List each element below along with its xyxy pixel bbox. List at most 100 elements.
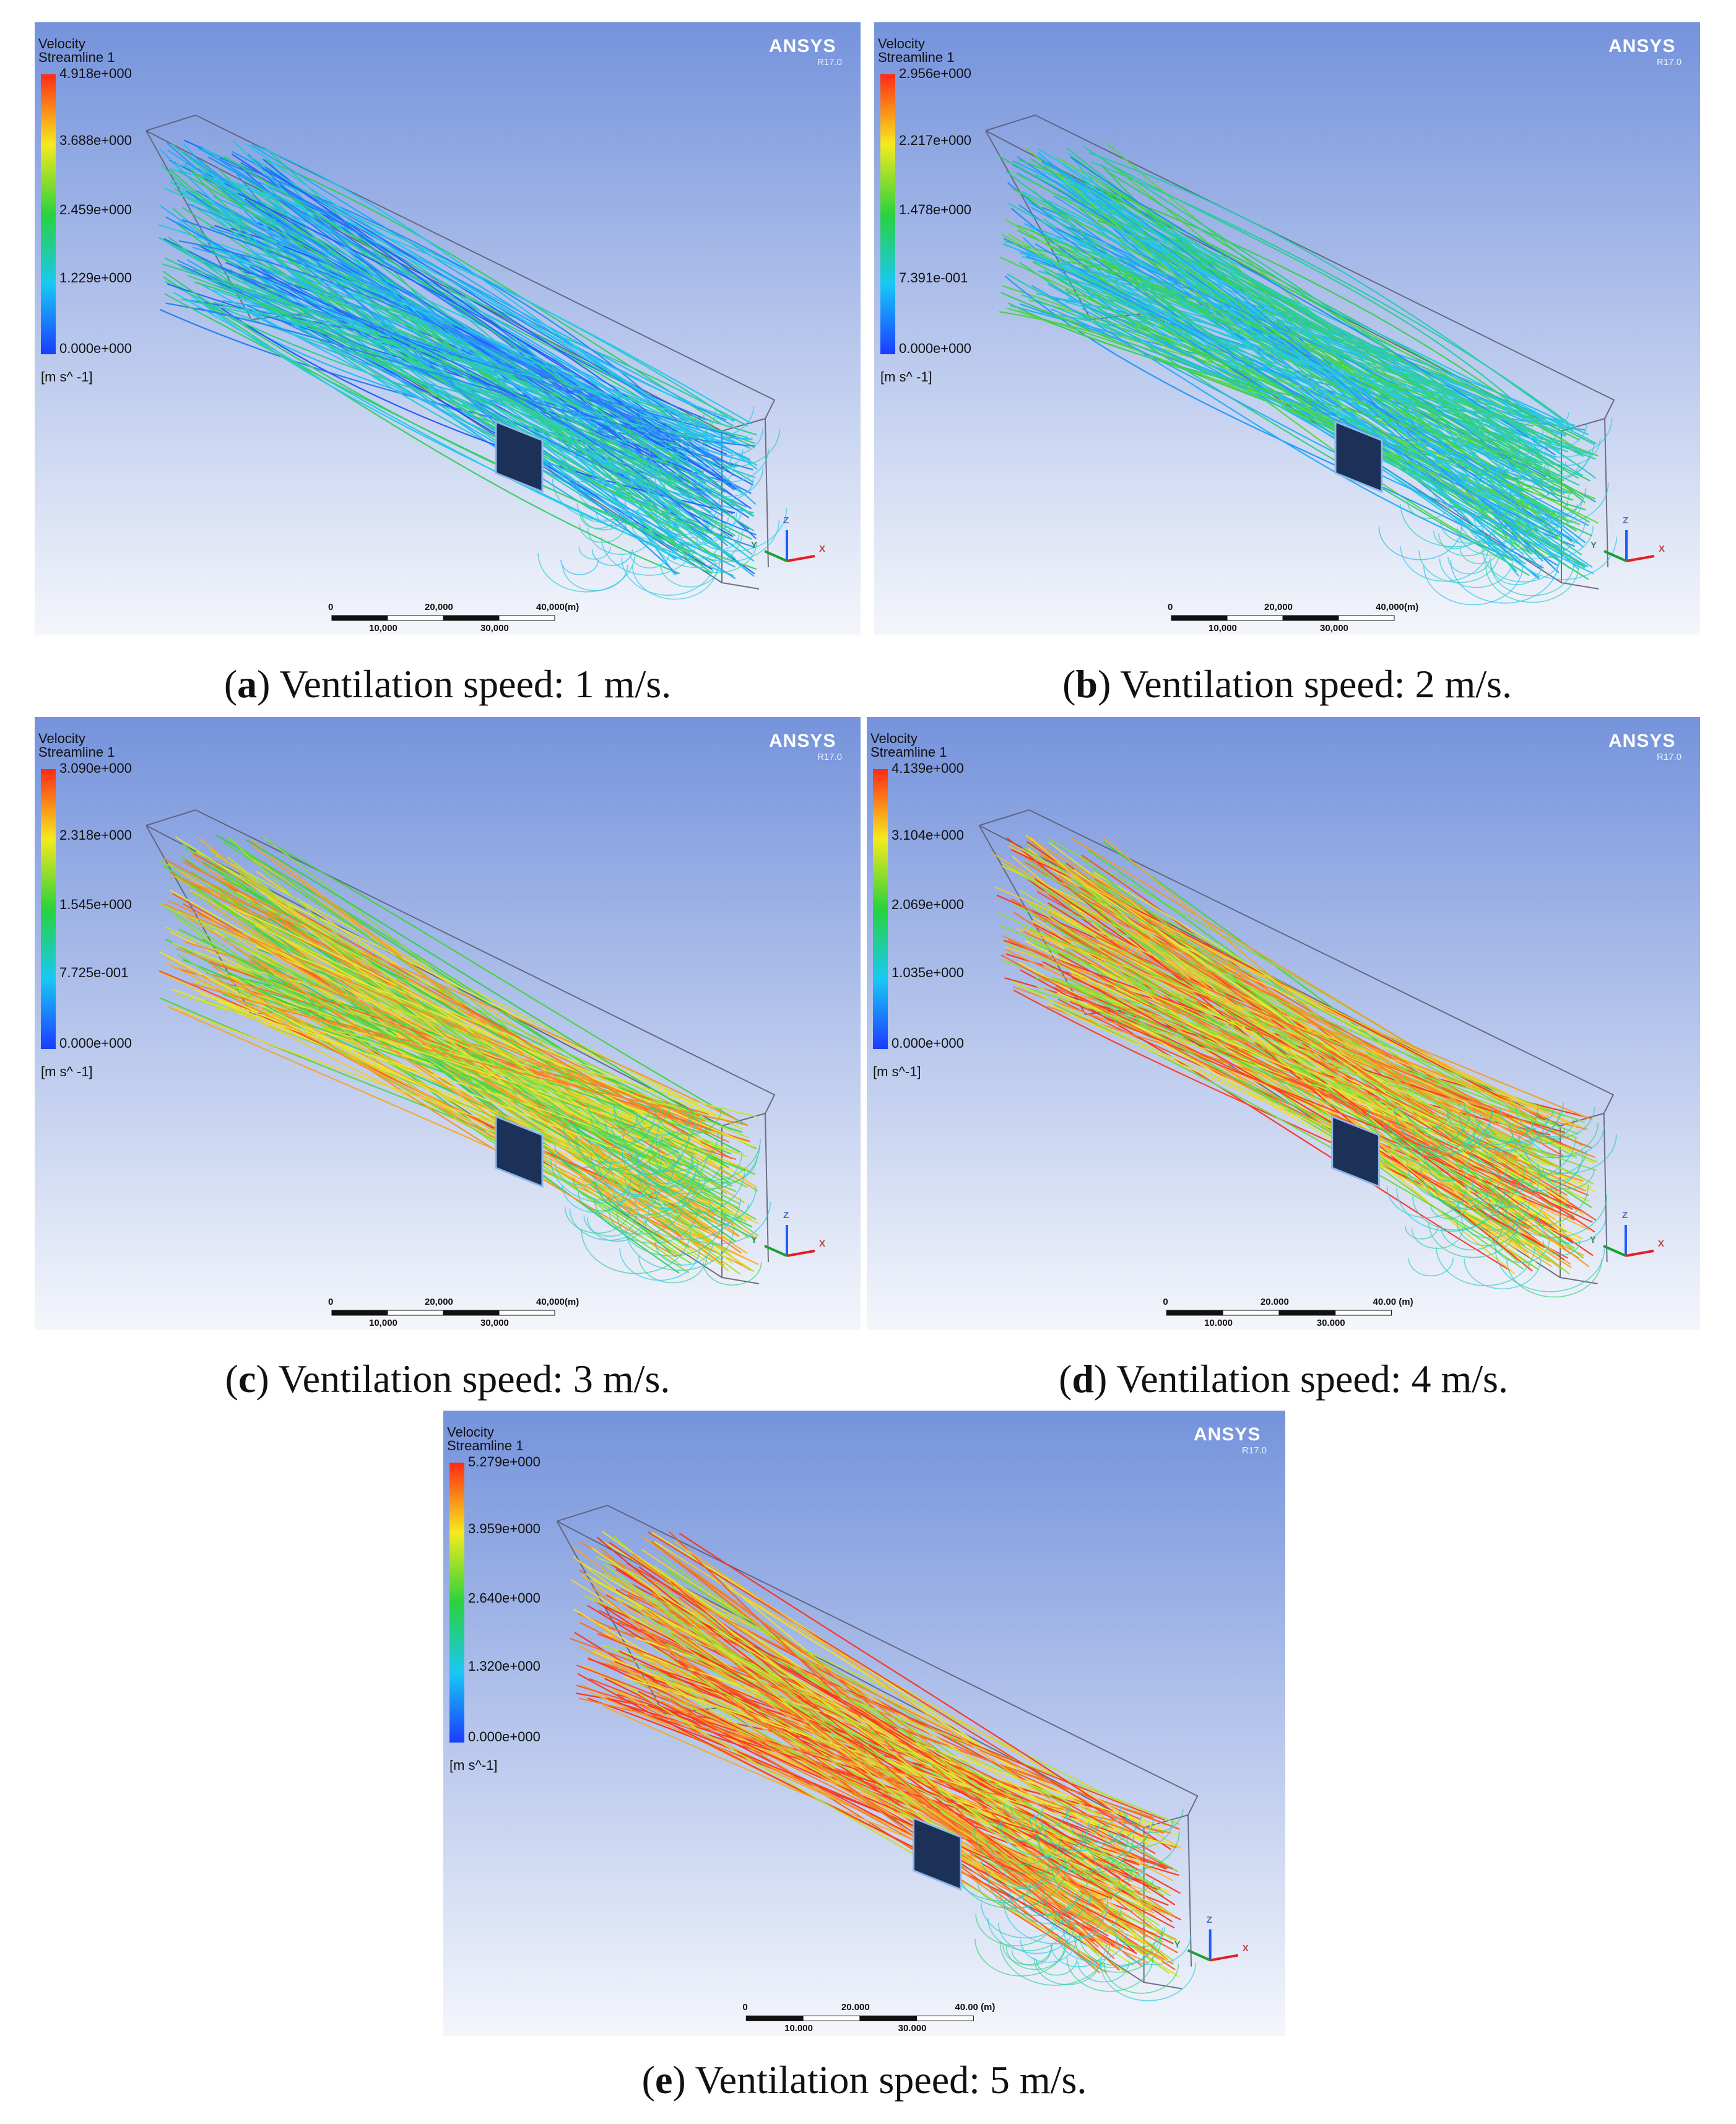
streamline bbox=[562, 1185, 631, 1213]
cfd-view bbox=[35, 22, 861, 635]
streamlines bbox=[158, 139, 788, 600]
streamline bbox=[1469, 482, 1511, 499]
streamline bbox=[571, 1546, 1156, 1964]
streamline bbox=[254, 924, 722, 1119]
streamline bbox=[1427, 1164, 1470, 1182]
streamline bbox=[253, 955, 756, 1240]
colorbar-tick-label: 2.956e+000 bbox=[899, 66, 971, 81]
streamline bbox=[261, 892, 732, 1123]
legend-title-line2: Streamline 1 bbox=[38, 50, 115, 65]
streamline bbox=[999, 1821, 1090, 1858]
scale-label-top: 40.00 (m) bbox=[955, 2002, 996, 2013]
streamline bbox=[228, 837, 698, 1234]
streamline bbox=[1105, 1821, 1173, 1848]
streamline bbox=[648, 450, 734, 484]
colorbar bbox=[880, 74, 895, 354]
scale-label-top: 0 bbox=[328, 1297, 334, 1307]
scale-label-top: 20.000 bbox=[1260, 1297, 1289, 1307]
streamline bbox=[1057, 157, 1584, 452]
streamline bbox=[1010, 1806, 1070, 1830]
streamline bbox=[1103, 160, 1548, 433]
streamline bbox=[1473, 514, 1562, 551]
streamline bbox=[1093, 1857, 1150, 1880]
streamline bbox=[259, 292, 754, 531]
streamline bbox=[977, 1881, 1031, 1904]
streamline bbox=[675, 520, 780, 562]
streamline bbox=[634, 1197, 741, 1240]
streamline bbox=[1036, 985, 1582, 1177]
streamline bbox=[651, 1146, 760, 1190]
legend-title-line1: Velocity bbox=[870, 731, 918, 746]
streamline bbox=[1462, 411, 1526, 437]
streamline bbox=[578, 1192, 625, 1211]
scale-label-top: 40,000(m) bbox=[536, 602, 579, 612]
streamline bbox=[594, 1198, 687, 1235]
viewport-background bbox=[874, 22, 1700, 635]
streamline bbox=[1094, 274, 1532, 437]
streamline bbox=[631, 565, 718, 600]
colorbar-tick-label: 3.959e+000 bbox=[468, 1521, 540, 1536]
streamline bbox=[622, 1153, 708, 1188]
streamline bbox=[1457, 510, 1499, 527]
ansys-version: R17.0 bbox=[1657, 57, 1682, 67]
streamline bbox=[209, 173, 692, 553]
streamline bbox=[1438, 533, 1495, 557]
streamline bbox=[196, 298, 685, 478]
colorbar-tick-label: 0.000e+000 bbox=[59, 341, 132, 356]
streamline bbox=[1514, 501, 1582, 529]
streamline bbox=[1513, 526, 1594, 559]
streamline bbox=[591, 1154, 694, 1195]
streamline bbox=[656, 1598, 1160, 1889]
streamline bbox=[552, 479, 656, 521]
streamline bbox=[1021, 294, 1517, 526]
streamline bbox=[159, 997, 722, 1226]
streamline bbox=[624, 1176, 706, 1209]
streamline bbox=[194, 281, 726, 539]
streamline bbox=[1012, 188, 1545, 510]
ansys-logo: ANSYS bbox=[769, 731, 836, 751]
streamline bbox=[679, 1533, 1172, 1850]
caption-d: (d) Ventilation speed: 4 m/s. bbox=[1059, 1357, 1508, 1401]
streamline bbox=[665, 419, 711, 438]
streamline bbox=[181, 266, 679, 536]
streamline bbox=[616, 1212, 726, 1257]
streamline bbox=[662, 517, 729, 544]
streamline bbox=[1500, 1195, 1608, 1238]
caption-e: (e) Ventilation speed: 5 m/s. bbox=[641, 2058, 1087, 2102]
streamline bbox=[250, 156, 679, 505]
ansys-version: R17.0 bbox=[817, 57, 843, 67]
streamline bbox=[1022, 237, 1517, 572]
streamline bbox=[691, 468, 764, 497]
streamline bbox=[587, 527, 656, 555]
streamline bbox=[1033, 190, 1539, 555]
streamline bbox=[1428, 1222, 1519, 1258]
streamline bbox=[1504, 433, 1543, 450]
streamline bbox=[580, 1573, 1113, 1936]
ansys-logo: ANSYS bbox=[1194, 1424, 1261, 1445]
streamline bbox=[1019, 261, 1530, 577]
colorbar-tick-label: 0.000e+000 bbox=[899, 341, 971, 356]
panel-e: Velocity Streamline 1 5.279e+000 3.959e+000… bbox=[443, 1411, 1285, 2036]
legend-title-line1: Velocity bbox=[38, 731, 85, 746]
streamline bbox=[1404, 1225, 1439, 1240]
streamline bbox=[1504, 1204, 1543, 1221]
colorbar-tick-label: 3.688e+000 bbox=[59, 133, 132, 148]
streamline bbox=[674, 1541, 1150, 1868]
streamline bbox=[1505, 482, 1609, 524]
streamline bbox=[671, 1581, 1120, 1971]
streamline bbox=[237, 193, 737, 490]
streamline bbox=[1439, 430, 1544, 472]
streamline bbox=[1115, 1935, 1192, 1965]
streamline bbox=[1479, 516, 1587, 560]
streamline bbox=[1546, 463, 1580, 477]
streamline bbox=[611, 459, 644, 473]
streamline bbox=[661, 462, 736, 492]
streamline bbox=[1102, 915, 1540, 1136]
streamline bbox=[1088, 152, 1565, 422]
streamline bbox=[622, 1133, 719, 1172]
streamline bbox=[211, 965, 677, 1258]
streamline bbox=[1018, 961, 1547, 1253]
scale-label-top: 0 bbox=[742, 2002, 748, 2013]
streamline bbox=[1074, 274, 1574, 431]
streamline bbox=[1011, 980, 1522, 1215]
